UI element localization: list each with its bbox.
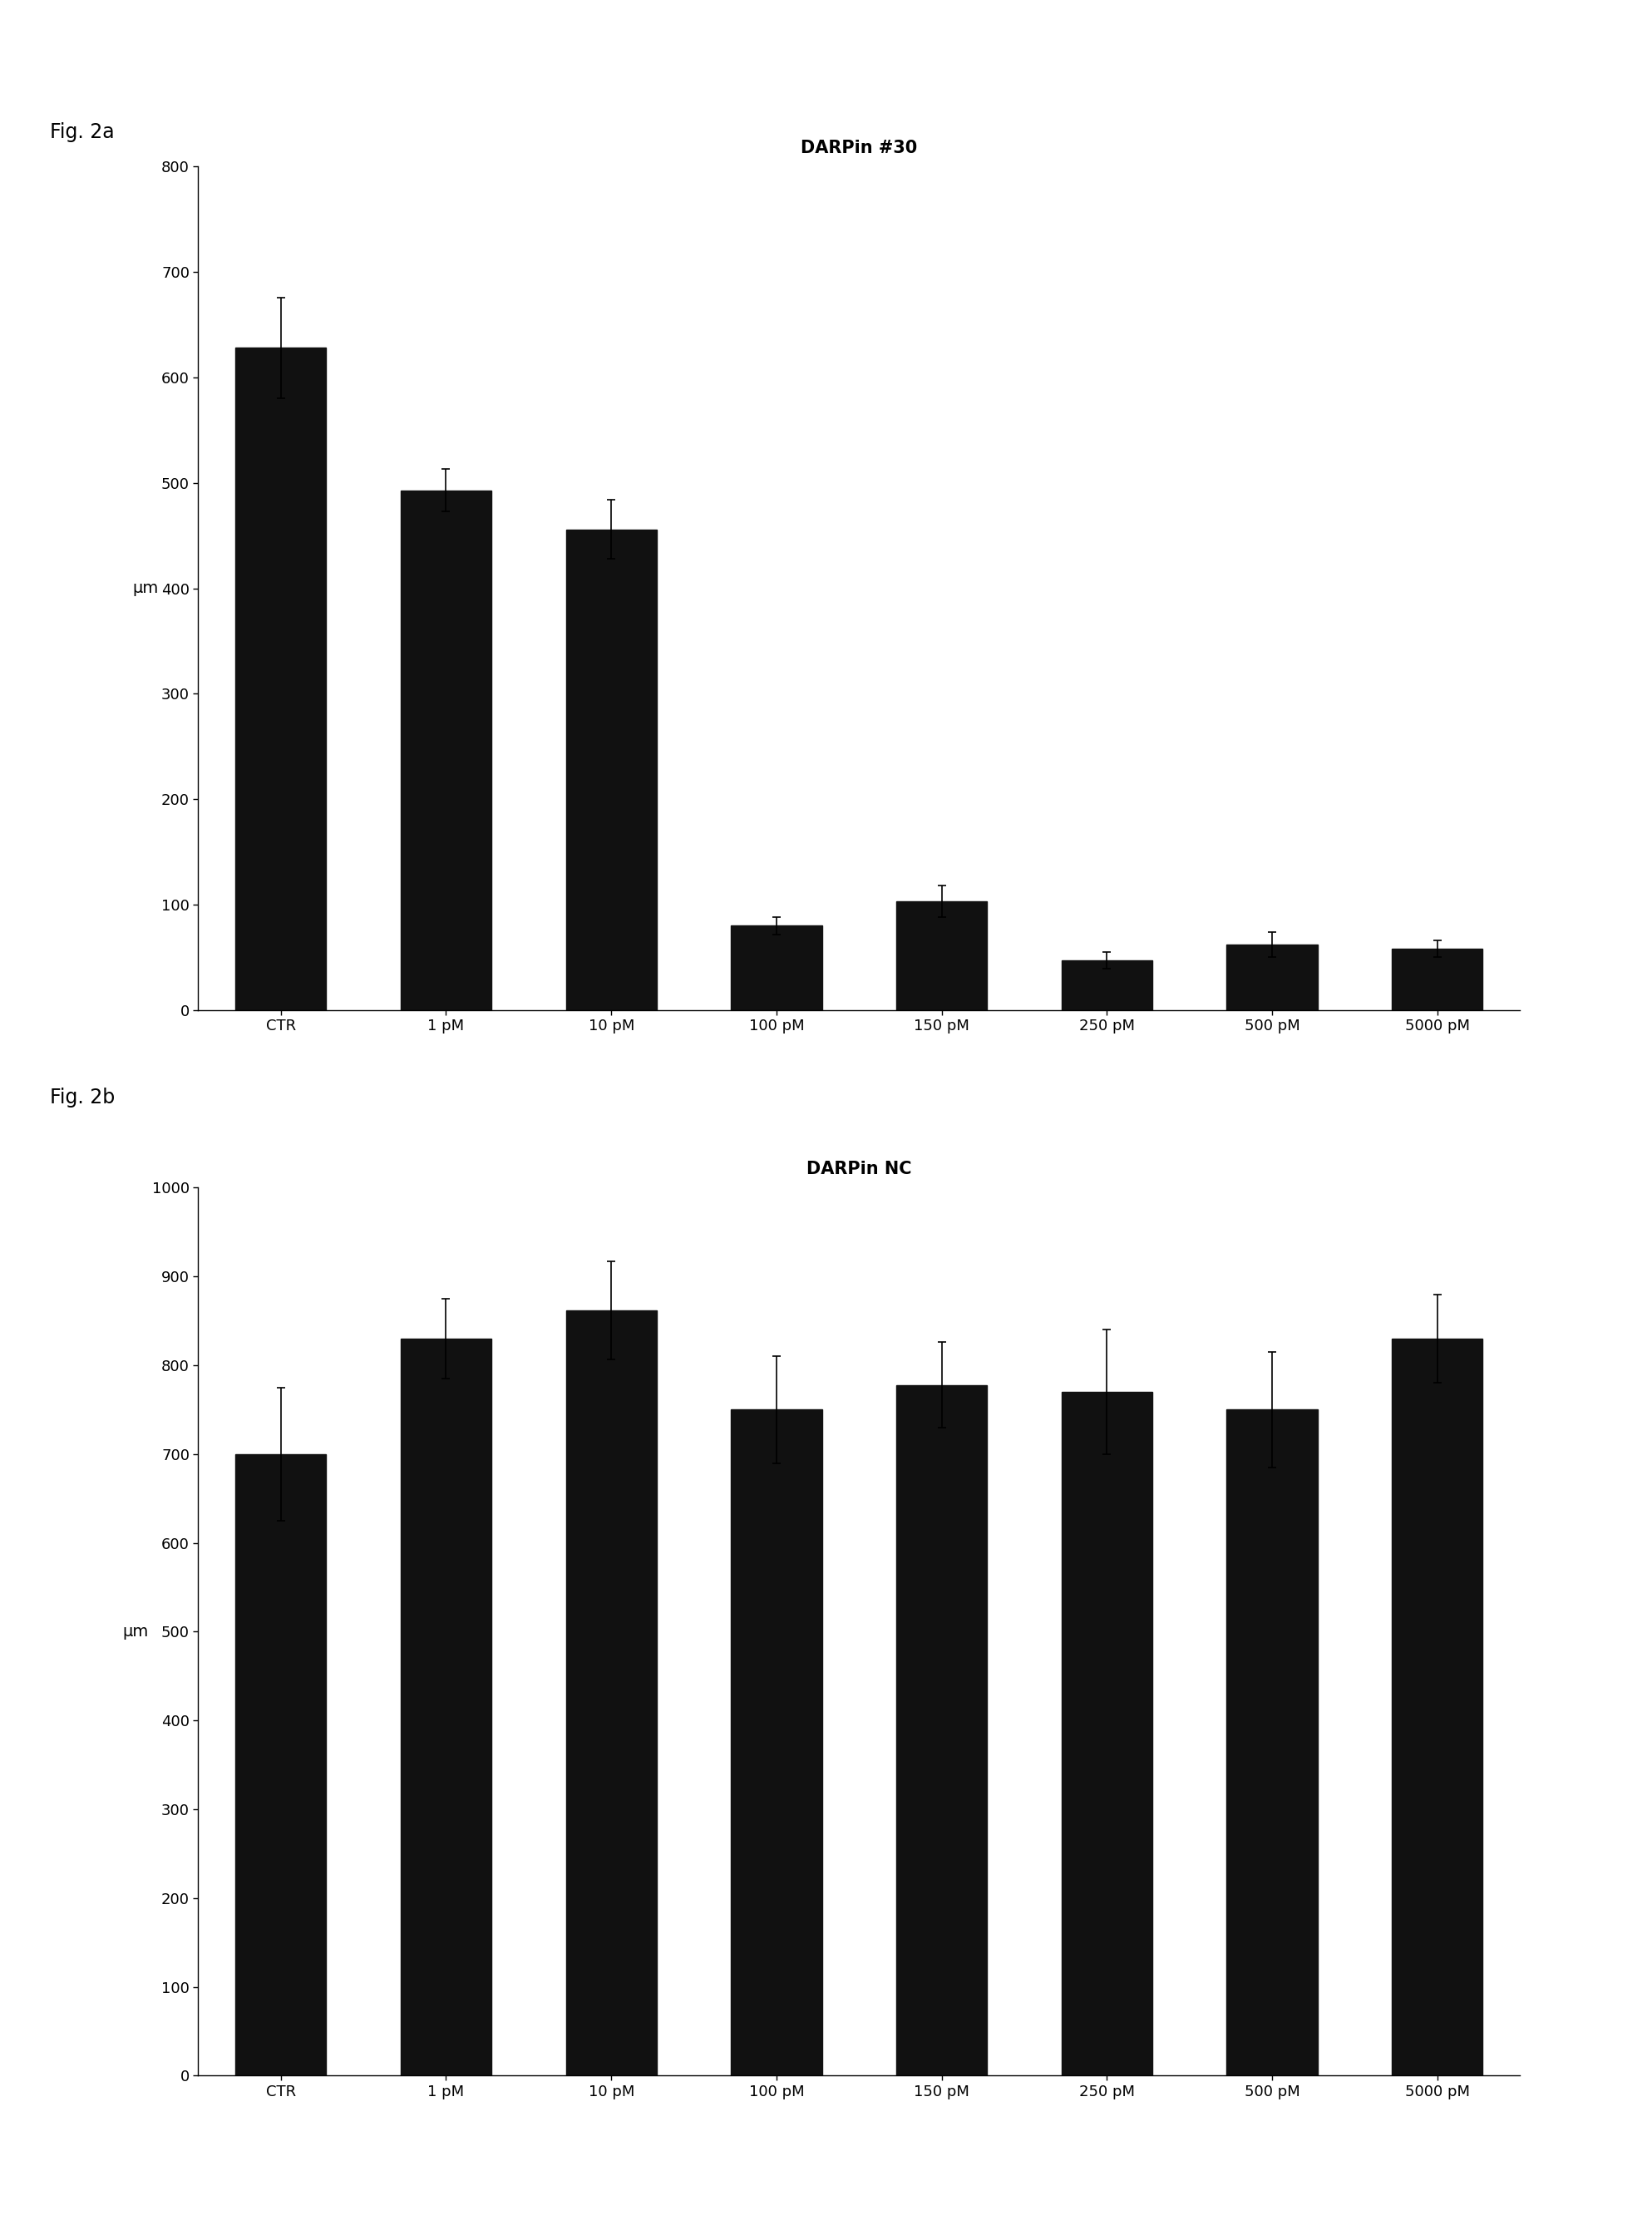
Bar	[1061, 1392, 1151, 2076]
Bar	[400, 491, 492, 1010]
Text: Fig. 2b: Fig. 2b	[50, 1088, 114, 1108]
Bar	[895, 901, 988, 1010]
Bar	[895, 1385, 988, 2076]
Y-axis label: μm: μm	[132, 579, 159, 597]
Bar	[1391, 948, 1483, 1010]
Bar	[567, 528, 657, 1010]
Bar	[236, 349, 327, 1010]
Bar	[732, 926, 823, 1010]
Bar	[1061, 961, 1151, 1010]
Y-axis label: μm: μm	[122, 1623, 149, 1641]
Bar	[1226, 946, 1318, 1010]
Title: DARPin #30: DARPin #30	[801, 140, 917, 155]
Bar	[1391, 1339, 1483, 2076]
Bar	[567, 1310, 657, 2076]
Bar	[1226, 1410, 1318, 2076]
Title: DARPin NC: DARPin NC	[806, 1161, 912, 1177]
Text: Fig. 2a: Fig. 2a	[50, 122, 114, 142]
Bar	[400, 1339, 492, 2076]
Bar	[732, 1410, 823, 2076]
Bar	[236, 1454, 327, 2076]
